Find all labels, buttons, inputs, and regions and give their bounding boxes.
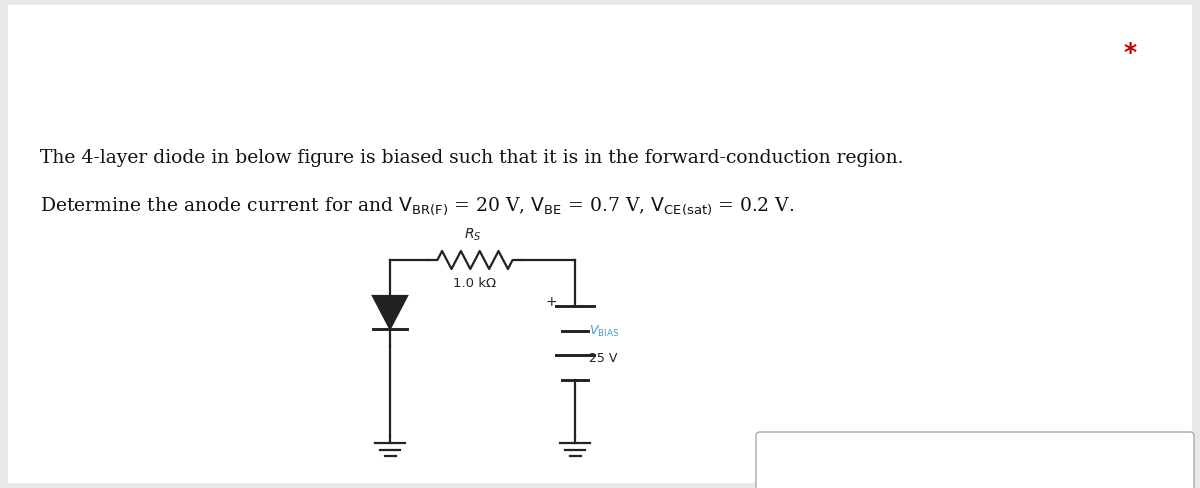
FancyBboxPatch shape xyxy=(8,5,1192,483)
Text: *: * xyxy=(1123,41,1136,65)
Text: The 4-layer diode in below figure is biased such that it is in the forward-condu: The 4-layer diode in below figure is bia… xyxy=(40,149,904,167)
Text: $V_{\mathrm{BIAS}}$: $V_{\mathrm{BIAS}}$ xyxy=(589,324,619,339)
FancyBboxPatch shape xyxy=(756,432,1194,488)
Text: Determine the anode current for and $\mathrm{V_{BR(F)}}$ = 20 V, $\mathrm{V_{BE}: Determine the anode current for and $\ma… xyxy=(40,195,794,217)
Text: +: + xyxy=(545,295,557,309)
Polygon shape xyxy=(373,296,407,328)
Text: 25 V: 25 V xyxy=(589,351,617,365)
Text: 1.0 kΩ: 1.0 kΩ xyxy=(454,277,497,290)
Text: $R_S$: $R_S$ xyxy=(464,226,481,243)
